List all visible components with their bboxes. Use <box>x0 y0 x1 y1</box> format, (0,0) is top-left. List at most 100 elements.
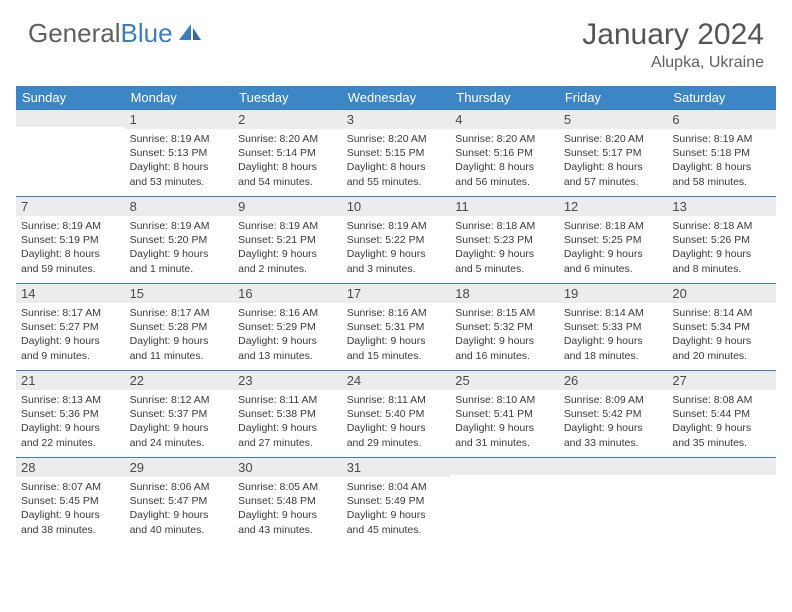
logo-text-blue: Blue <box>121 18 173 49</box>
daylight-line: Daylight: 9 hours and 6 minutes. <box>564 248 643 274</box>
calendar-day-cell: 10Sunrise: 8:19 AMSunset: 5:22 PMDayligh… <box>342 196 451 283</box>
sunrise-line: Sunrise: 8:18 AM <box>672 220 752 232</box>
day-number: 5 <box>559 109 668 129</box>
calendar-day-cell: 5Sunrise: 8:20 AMSunset: 5:17 PMDaylight… <box>559 109 668 196</box>
sunset-line: Sunset: 5:41 PM <box>455 408 533 420</box>
sunset-line: Sunset: 5:36 PM <box>21 408 99 420</box>
day-number: 16 <box>233 283 342 303</box>
sunset-line: Sunset: 5:32 PM <box>455 321 533 333</box>
calendar-day-cell: 29Sunrise: 8:06 AMSunset: 5:47 PMDayligh… <box>125 457 234 544</box>
daylight-line: Daylight: 9 hours and 2 minutes. <box>238 248 317 274</box>
day-number: 22 <box>125 370 234 390</box>
sunset-line: Sunset: 5:19 PM <box>21 234 99 246</box>
daylight-line: Daylight: 9 hours and 16 minutes. <box>455 335 534 361</box>
sunrise-line: Sunrise: 8:20 AM <box>455 133 535 145</box>
calendar-day-cell: 31Sunrise: 8:04 AMSunset: 5:49 PMDayligh… <box>342 457 451 544</box>
sunset-line: Sunset: 5:33 PM <box>564 321 642 333</box>
daylight-line: Daylight: 9 hours and 13 minutes. <box>238 335 317 361</box>
daylight-line: Daylight: 8 hours and 59 minutes. <box>21 248 100 274</box>
sunset-line: Sunset: 5:29 PM <box>238 321 316 333</box>
sunset-line: Sunset: 5:17 PM <box>564 147 642 159</box>
sunrise-line: Sunrise: 8:10 AM <box>455 394 535 406</box>
calendar-day-cell: 2Sunrise: 8:20 AMSunset: 5:14 PMDaylight… <box>233 109 342 196</box>
sunset-line: Sunset: 5:48 PM <box>238 495 316 507</box>
calendar-day-cell: 27Sunrise: 8:08 AMSunset: 5:44 PMDayligh… <box>667 370 776 457</box>
calendar-day-cell: 30Sunrise: 8:05 AMSunset: 5:48 PMDayligh… <box>233 457 342 544</box>
daylight-line: Daylight: 9 hours and 20 minutes. <box>672 335 751 361</box>
calendar-day-cell: 8Sunrise: 8:19 AMSunset: 5:20 PMDaylight… <box>125 196 234 283</box>
day-number: 3 <box>342 109 451 129</box>
day-number: 30 <box>233 457 342 477</box>
day-details: Sunrise: 8:20 AMSunset: 5:15 PMDaylight:… <box>342 129 451 192</box>
sunrise-line: Sunrise: 8:11 AM <box>238 394 317 406</box>
sunrise-line: Sunrise: 8:07 AM <box>21 481 101 493</box>
daylight-line: Daylight: 9 hours and 40 minutes. <box>130 509 209 535</box>
sunrise-line: Sunrise: 8:11 AM <box>347 394 426 406</box>
sunset-line: Sunset: 5:31 PM <box>347 321 425 333</box>
empty-day-header <box>450 457 559 475</box>
day-details: Sunrise: 8:05 AMSunset: 5:48 PMDaylight:… <box>233 477 342 540</box>
sunset-line: Sunset: 5:20 PM <box>130 234 208 246</box>
daylight-line: Daylight: 9 hours and 9 minutes. <box>21 335 100 361</box>
calendar-empty-cell <box>667 457 776 544</box>
daylight-line: Daylight: 8 hours and 58 minutes. <box>672 161 751 187</box>
weekday-header: Wednesday <box>342 86 451 109</box>
sunset-line: Sunset: 5:49 PM <box>347 495 425 507</box>
calendar-empty-cell <box>16 109 125 196</box>
day-number: 17 <box>342 283 451 303</box>
logo: GeneralBlue <box>28 18 203 49</box>
day-number: 6 <box>667 109 776 129</box>
sunrise-line: Sunrise: 8:16 AM <box>347 307 427 319</box>
daylight-line: Daylight: 9 hours and 1 minute. <box>130 248 209 274</box>
logo-sail-icon <box>177 18 203 49</box>
daylight-line: Daylight: 9 hours and 15 minutes. <box>347 335 426 361</box>
sunset-line: Sunset: 5:34 PM <box>672 321 750 333</box>
calendar-week-row: 14Sunrise: 8:17 AMSunset: 5:27 PMDayligh… <box>16 283 776 370</box>
sunset-line: Sunset: 5:40 PM <box>347 408 425 420</box>
day-number: 14 <box>16 283 125 303</box>
weekday-header: Saturday <box>667 86 776 109</box>
day-number: 24 <box>342 370 451 390</box>
day-number: 13 <box>667 196 776 216</box>
day-number: 1 <box>125 109 234 129</box>
daylight-line: Daylight: 9 hours and 29 minutes. <box>347 422 426 448</box>
sunset-line: Sunset: 5:18 PM <box>672 147 750 159</box>
weekday-header: Tuesday <box>233 86 342 109</box>
calendar-day-cell: 19Sunrise: 8:14 AMSunset: 5:33 PMDayligh… <box>559 283 668 370</box>
sunrise-line: Sunrise: 8:19 AM <box>672 133 752 145</box>
sunrise-line: Sunrise: 8:19 AM <box>130 133 210 145</box>
daylight-line: Daylight: 9 hours and 35 minutes. <box>672 422 751 448</box>
calendar-day-cell: 23Sunrise: 8:11 AMSunset: 5:38 PMDayligh… <box>233 370 342 457</box>
day-details: Sunrise: 8:11 AM Sunset: 5:40 PM Daylight:… <box>342 390 451 453</box>
calendar-day-cell: 11Sunrise: 8:18 AMSunset: 5:23 PMDayligh… <box>450 196 559 283</box>
title-block: January 2024 Alupka, Ukraine <box>582 18 764 72</box>
day-details: Sunrise: 8:16 AM Sunset: 5:31 PM Daylight:… <box>342 303 451 366</box>
calendar-day-cell: 22Sunrise: 8:12 AMSunset: 5:37 PMDayligh… <box>125 370 234 457</box>
sunrise-line: Sunrise: 8:15 AM <box>455 307 535 319</box>
sunset-line: Sunset: 5:14 PM <box>238 147 316 159</box>
day-details: Sunrise: 8:19 AMSunset: 5:21 PMDaylight:… <box>233 216 342 279</box>
day-details: Sunrise: 8:17 AMSunset: 5:28 PMDaylight:… <box>125 303 234 366</box>
daylight-line: Daylight: 9 hours and 22 minutes. <box>21 422 100 448</box>
header: GeneralBlue January 2024 Alupka, Ukraine <box>0 0 792 80</box>
day-number: 18 <box>450 283 559 303</box>
day-details: Sunrise: 8:09 AMSunset: 5:42 PMDaylight:… <box>559 390 668 453</box>
empty-day-header <box>559 457 668 475</box>
sunrise-line: Sunrise: 8:18 AM <box>455 220 535 232</box>
sunrise-line: Sunrise: 8:19 AM <box>21 220 101 232</box>
day-details: Sunrise: 8:12 AMSunset: 5:37 PMDaylight:… <box>125 390 234 453</box>
day-number: 23 <box>233 370 342 390</box>
daylight-line: Daylight: 9 hours and 3 minutes. <box>347 248 426 274</box>
day-number: 25 <box>450 370 559 390</box>
day-details: Sunrise: 8:15 AM Sunset: 5:32 PM Daylight:… <box>450 303 559 366</box>
daylight-line: Daylight: 9 hours and 38 minutes. <box>21 509 100 535</box>
calendar-week-row: 21Sunrise: 8:13 AMSunset: 5:36 PMDayligh… <box>16 370 776 457</box>
sunrise-line: Sunrise: 8:19 AM <box>130 220 210 232</box>
calendar-day-cell: 17 Sunrise: 8:16 AM Sunset: 5:31 PM Dayligh… <box>342 283 451 370</box>
day-number: 29 <box>125 457 234 477</box>
sunrise-line: Sunrise: 8:20 AM <box>564 133 644 145</box>
sunset-line: Sunset: 5:15 PM <box>347 147 425 159</box>
day-details: Sunrise: 8:19 AM Sunset: 5:18 PM Daylight:… <box>667 129 776 192</box>
day-number: 2 <box>233 109 342 129</box>
daylight-line: Daylight: 9 hours and 33 minutes. <box>564 422 643 448</box>
